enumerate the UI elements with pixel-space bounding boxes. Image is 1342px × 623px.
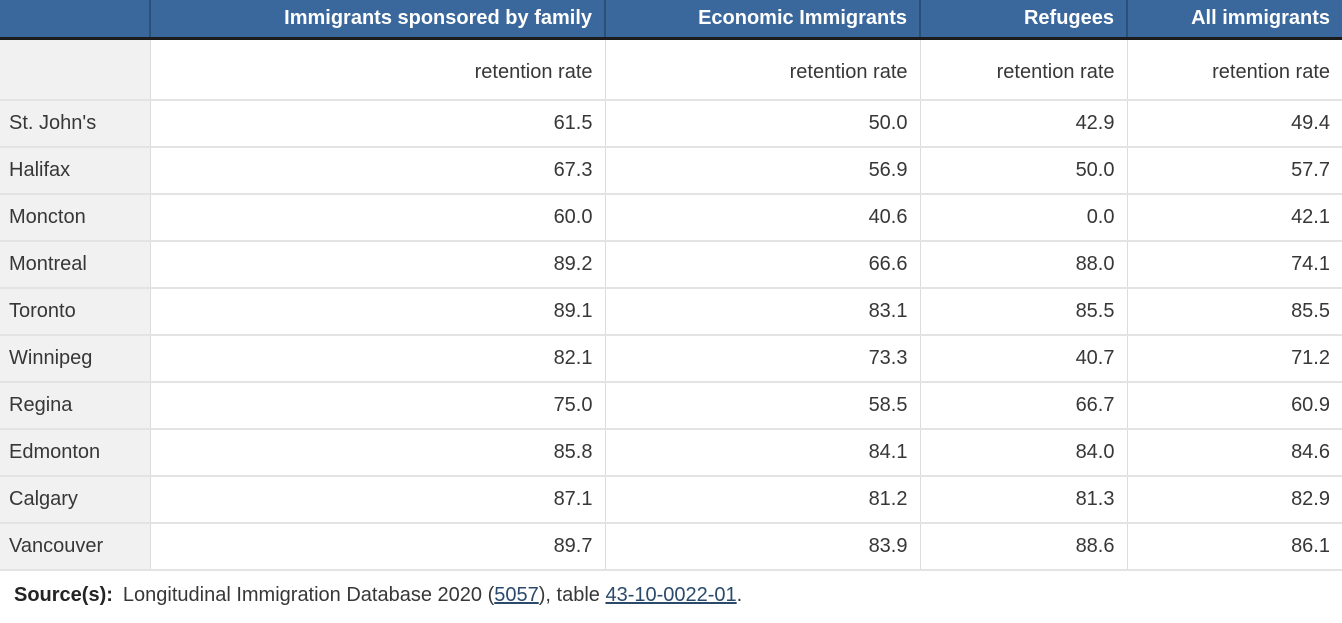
cell-retention-rate: 58.5	[605, 382, 921, 430]
cell-retention-rate: 61.5	[150, 100, 606, 148]
cell-retention-rate: 56.9	[605, 147, 921, 195]
cell-retention-rate: 84.6	[1127, 429, 1342, 477]
column-header-all: All immigrants	[1127, 0, 1342, 40]
source-label: Source(s):	[14, 584, 113, 606]
cell-retention-rate: 85.5	[920, 288, 1128, 336]
cell-retention-rate: 84.0	[920, 429, 1128, 477]
table-row: Halifax 67.3 56.9 50.0 57.7	[0, 147, 1342, 195]
table-row: Regina 75.0 58.5 66.7 60.9	[0, 382, 1342, 430]
table-body: St. John's 61.5 50.0 42.9 49.4 Halifax 67.3 56.…	[0, 100, 1342, 571]
subheader-retention-rate: retention rate	[605, 38, 921, 101]
cell-retention-rate: 60.9	[1127, 382, 1342, 430]
row-header-city: Halifax	[0, 147, 151, 195]
cell-retention-rate: 83.9	[605, 523, 921, 571]
table-row: Edmonton 85.8 84.1 84.0 84.6	[0, 429, 1342, 477]
source-text-middle: ), table	[538, 584, 606, 606]
table-row: Toronto 89.1 83.1 85.5 85.5	[0, 288, 1342, 336]
cell-retention-rate: 50.0	[920, 147, 1128, 195]
row-header-city: St. John's	[0, 100, 151, 148]
cell-retention-rate: 81.2	[605, 476, 921, 524]
cell-retention-rate: 67.3	[150, 147, 606, 195]
row-header-city: Montreal	[0, 241, 151, 289]
cell-retention-rate: 40.7	[920, 335, 1128, 383]
cell-retention-rate: 87.1	[150, 476, 606, 524]
table-row: Vancouver 89.7 83.9 88.6 86.1	[0, 523, 1342, 571]
corner-subheader-cell	[0, 38, 151, 101]
cell-retention-rate: 84.1	[605, 429, 921, 477]
cell-retention-rate: 86.1	[1127, 523, 1342, 571]
subheader-retention-rate: retention rate	[920, 38, 1128, 101]
cell-retention-rate: 42.1	[1127, 194, 1342, 242]
cell-retention-rate: 85.5	[1127, 288, 1342, 336]
cell-retention-rate: 89.2	[150, 241, 606, 289]
table-row: St. John's 61.5 50.0 42.9 49.4	[0, 100, 1342, 148]
source-text-after: .	[736, 584, 743, 606]
cell-retention-rate: 49.4	[1127, 100, 1342, 148]
column-header-economic: Economic Immigrants	[605, 0, 921, 40]
subheader-retention-rate: retention rate	[1127, 38, 1342, 101]
cell-retention-rate: 66.7	[920, 382, 1128, 430]
cell-retention-rate: 60.0	[150, 194, 606, 242]
cell-retention-rate: 50.0	[605, 100, 921, 148]
column-header-family: Immigrants sponsored by family	[150, 0, 606, 40]
cell-retention-rate: 88.6	[920, 523, 1128, 571]
table-row: Winnipeg 82.1 73.3 40.7 71.2	[0, 335, 1342, 383]
table-row: Calgary 87.1 81.2 81.3 82.9	[0, 476, 1342, 524]
cell-retention-rate: 57.7	[1127, 147, 1342, 195]
cell-retention-rate: 85.8	[150, 429, 606, 477]
column-header-refugees: Refugees	[920, 0, 1128, 40]
cell-retention-rate: 82.9	[1127, 476, 1342, 524]
cell-retention-rate: 89.1	[150, 288, 606, 336]
subheader-row: retention rate retention rate retention …	[0, 38, 1342, 101]
row-header-city: Winnipeg	[0, 335, 151, 383]
row-header-city: Vancouver	[0, 523, 151, 571]
subheader-retention-rate: retention rate	[150, 38, 606, 101]
row-header-city: Toronto	[0, 288, 151, 336]
source-text-before: Longitudinal Immigration Database 2020 (	[122, 584, 495, 606]
cell-retention-rate: 88.0	[920, 241, 1128, 289]
row-header-city: Calgary	[0, 476, 151, 524]
source-link-table[interactable]: 43-10-0022-01	[605, 584, 737, 606]
row-header-city: Edmonton	[0, 429, 151, 477]
cell-retention-rate: 83.1	[605, 288, 921, 336]
retention-rates-table: Immigrants sponsored by family Economic …	[0, 0, 1342, 571]
row-header-city: Regina	[0, 382, 151, 430]
cell-retention-rate: 0.0	[920, 194, 1128, 242]
row-header-city: Moncton	[0, 194, 151, 242]
cell-retention-rate: 66.6	[605, 241, 921, 289]
source-note: Source(s): Longitudinal Immigration Datab…	[0, 571, 1342, 607]
cell-retention-rate: 74.1	[1127, 241, 1342, 289]
cell-retention-rate: 81.3	[920, 476, 1128, 524]
cell-retention-rate: 42.9	[920, 100, 1128, 148]
cell-retention-rate: 82.1	[150, 335, 606, 383]
table-row: Montreal 89.2 66.6 88.0 74.1	[0, 241, 1342, 289]
cell-retention-rate: 75.0	[150, 382, 606, 430]
cell-retention-rate: 71.2	[1127, 335, 1342, 383]
source-link-survey[interactable]: 5057	[494, 584, 539, 606]
cell-retention-rate: 40.6	[605, 194, 921, 242]
cell-retention-rate: 89.7	[150, 523, 606, 571]
table-row: Moncton 60.0 40.6 0.0 42.1	[0, 194, 1342, 242]
cell-retention-rate: 73.3	[605, 335, 921, 383]
corner-header-cell	[0, 0, 151, 40]
column-header-row: Immigrants sponsored by family Economic …	[0, 0, 1342, 40]
